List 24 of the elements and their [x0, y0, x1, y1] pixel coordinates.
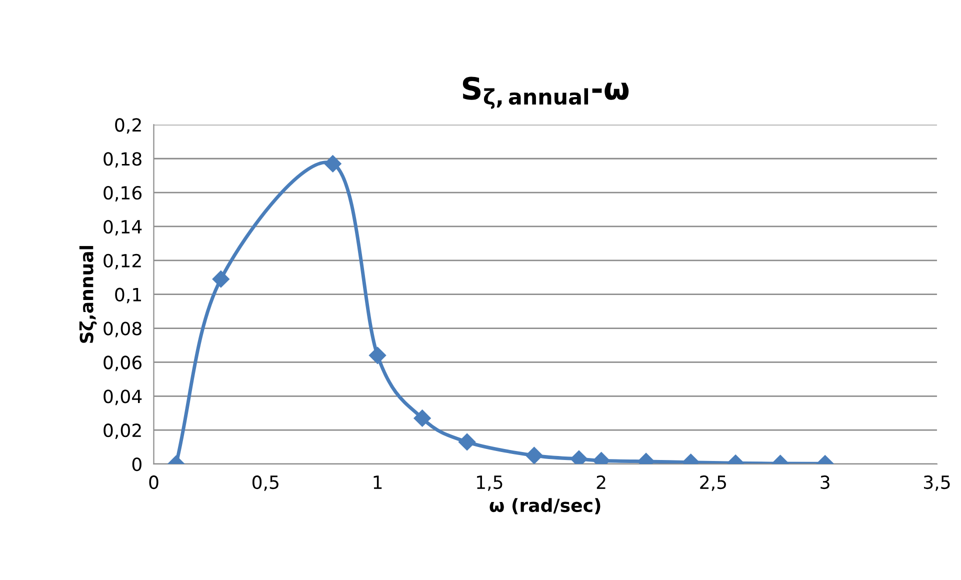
x-tick-label: 0,5 — [252, 475, 278, 491]
y-tick-label: 0,02 — [104, 424, 141, 440]
y-tick-label: 0,2 — [115, 118, 141, 134]
y-tick-label: 0,1 — [115, 288, 141, 304]
x-tick-label: 3 — [820, 475, 830, 490]
y-tick-label: 0,08 — [104, 322, 142, 338]
x-tick-label: 2 — [596, 475, 606, 489]
y-tick-label: 0,18 — [104, 152, 142, 168]
y-tick-label: 0,04 — [104, 390, 142, 406]
y-tick-label: 0,14 — [104, 220, 142, 236]
x-tick-label: 0 — [149, 475, 158, 490]
point — [368, 346, 386, 364]
y-tick-label: 0,16 — [104, 186, 142, 202]
point — [212, 270, 230, 288]
y-axis-title: Sζ,annual — [79, 246, 97, 343]
x-axis-title: ω (rad/sec) — [490, 498, 600, 514]
x-tick-label: 2,5 — [700, 475, 726, 491]
y-tick-label: 0,12 — [104, 254, 141, 270]
y-tick-label: 0 — [132, 457, 142, 472]
x-tick-label: 1 — [374, 476, 382, 489]
x-tick-label: 1,5 — [477, 476, 502, 491]
x-tick-label: 3,5 — [924, 475, 950, 491]
chart-title: S$_{ζ,annual}$-ω — [462, 76, 629, 109]
y-tick-label: 0,06 — [104, 356, 142, 372]
